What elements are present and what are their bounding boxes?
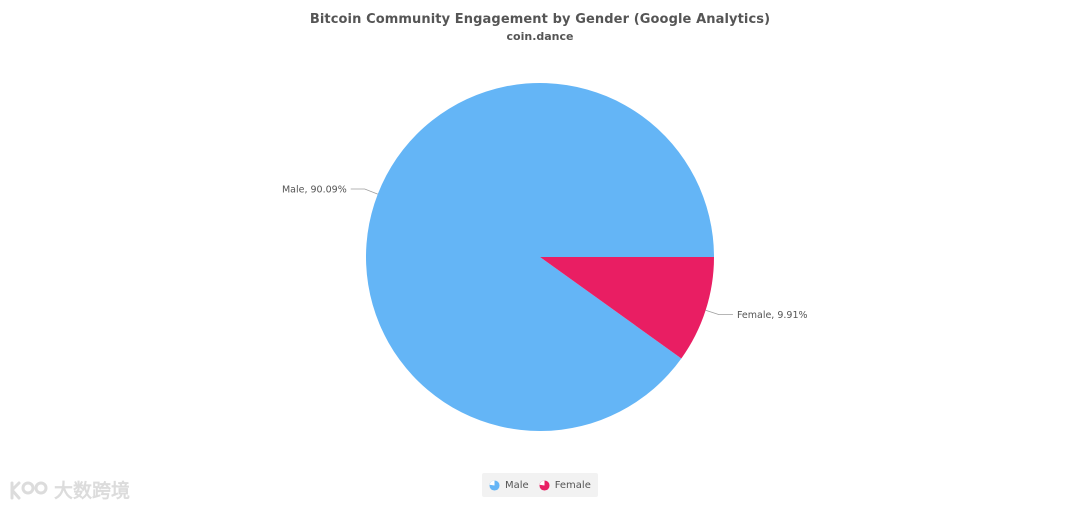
pie-legend-icon	[489, 479, 500, 491]
slice-label-female: Female, 9.91%	[737, 310, 808, 321]
chart-title: Bitcoin Community Engagement by Gender (…	[309, 12, 771, 27]
watermark-text: 大数跨境	[54, 480, 131, 502]
legend-item-male[interactable]: Male	[489, 480, 529, 491]
legend-label-male: Male	[505, 479, 529, 491]
pie-legend-icon	[539, 479, 550, 491]
slice-label-male: Male, 90.09%	[282, 185, 347, 196]
legend-label-female: Female	[554, 479, 591, 491]
chart-legend: Male Female	[482, 473, 598, 497]
leader-line-male	[350, 188, 378, 195]
chart-subtitle: coin.dance	[506, 30, 574, 43]
pie-slice-female[interactable]	[540, 257, 714, 359]
watermark: 大数跨境	[8, 476, 130, 503]
pie-slice-male[interactable]	[366, 82, 714, 431]
watermark-logo-icon	[10, 481, 48, 499]
leader-line-female	[705, 309, 733, 315]
legend-item-female[interactable]: Female	[539, 480, 591, 491]
